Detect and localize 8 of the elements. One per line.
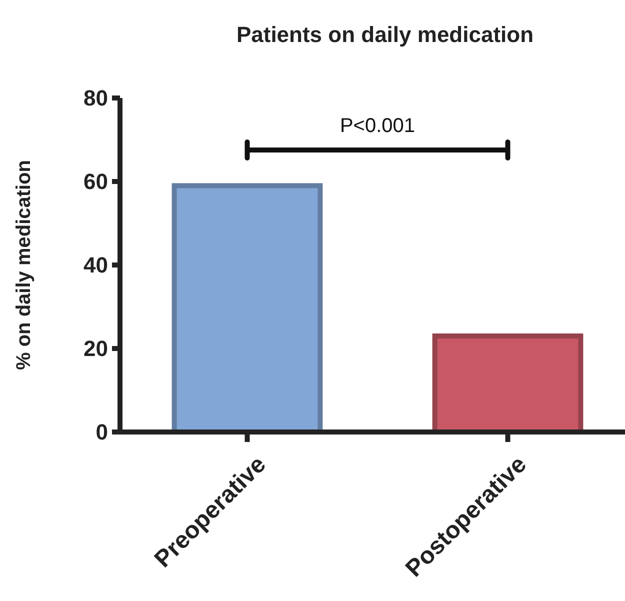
y-tick-label: 80 bbox=[84, 86, 108, 111]
y-tick-label: 60 bbox=[84, 169, 108, 194]
y-tick-label: 0 bbox=[96, 420, 108, 445]
y-tick-label: 40 bbox=[84, 252, 108, 278]
annotation: P<0.001 bbox=[340, 115, 416, 137]
y-axis-title: % on daily medication bbox=[13, 160, 35, 370]
y-tick-label: 20 bbox=[84, 336, 108, 362]
chart-title: Patients on daily medication bbox=[236, 22, 534, 47]
